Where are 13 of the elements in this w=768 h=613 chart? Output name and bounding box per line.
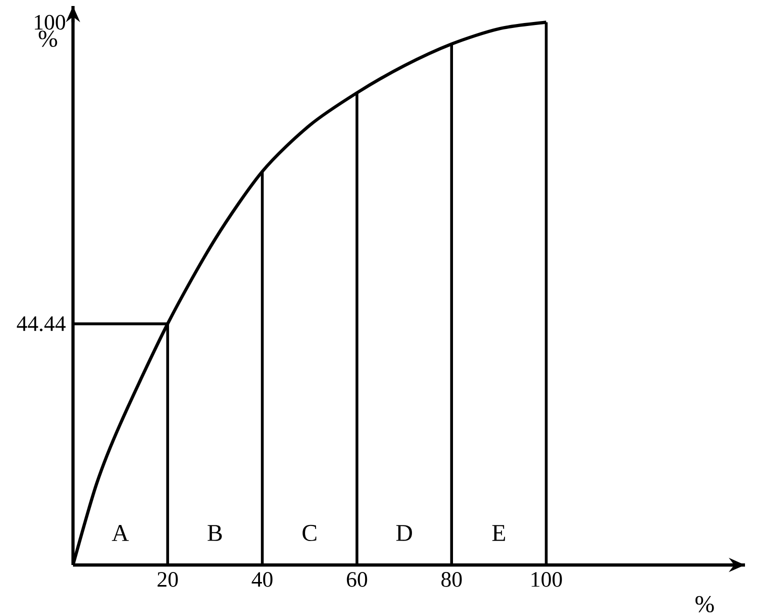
x-tick-label: 80 [441,572,462,587]
x-tick-label: 60 [346,572,368,587]
annotation: D [396,525,412,541]
x-axis-title: % [695,596,714,612]
annotation: B [208,525,222,541]
x-tick-label: 40 [252,572,272,587]
x-tick-label: 100 [532,572,562,587]
y-tick-label: 44.44 [16,316,66,332]
annotation: A [112,525,129,541]
y-axis-title: % [38,30,58,47]
annotation: C [302,524,316,542]
annotation: E [492,525,506,541]
x-tick-label: 20 [158,572,178,587]
